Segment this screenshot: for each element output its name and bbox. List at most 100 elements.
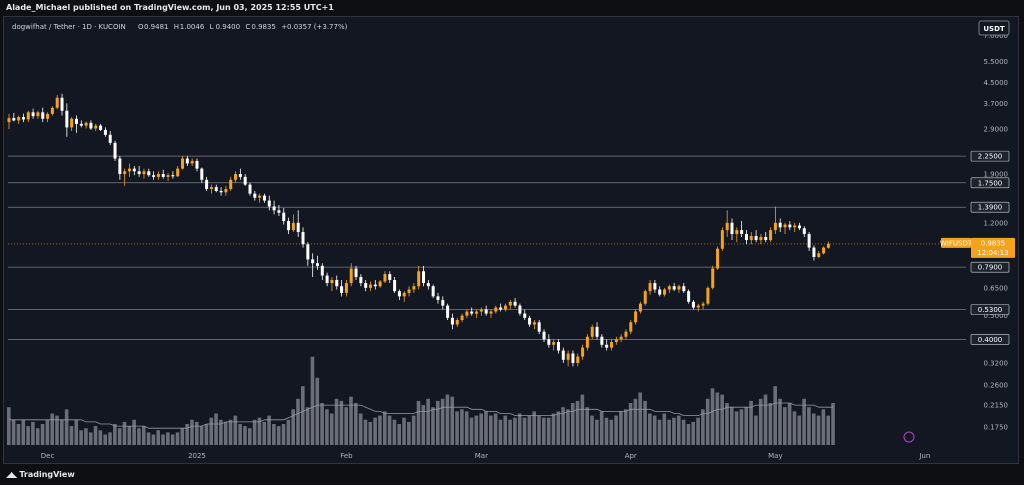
- volume-bar: [344, 407, 348, 445]
- candle-body: [315, 263, 319, 266]
- y-tick-label: 0.2150: [984, 402, 1009, 410]
- candle-body: [590, 326, 594, 337]
- currency-button[interactable]: USDT: [978, 20, 1010, 36]
- volume-bar: [570, 403, 575, 445]
- candle-body: [508, 301, 512, 306]
- candle-body: [422, 271, 426, 284]
- candle-body: [528, 317, 532, 325]
- candle-body: [248, 184, 252, 194]
- volume-bar: [16, 424, 21, 445]
- volume-bar: [816, 415, 821, 445]
- volume-bar: [387, 415, 392, 445]
- volume-bar: [363, 419, 368, 445]
- candle-body: [634, 311, 638, 323]
- candle-body: [431, 286, 435, 297]
- volume-bar: [513, 417, 517, 445]
- candle-body: [383, 274, 387, 282]
- volume-bar: [831, 403, 835, 445]
- volume-bar: [638, 392, 643, 445]
- volume-bar: [667, 419, 671, 445]
- time-axis[interactable]: Dec 2025 Feb Mar Apr May Jun: [41, 452, 930, 460]
- flash-icon: [903, 431, 915, 443]
- volume-bar: [556, 411, 561, 445]
- price-axis[interactable]: 7.0000 5.5000 4.5000 3.7000 2.9000 1.9000 1.20…: [940, 32, 1015, 432]
- candle-body: [470, 311, 474, 314]
- volume-bar: [223, 421, 228, 445]
- volume-bar: [7, 407, 11, 445]
- volume-bar: [243, 426, 247, 445]
- candle-body: [70, 118, 74, 128]
- candle-body: [716, 248, 720, 269]
- y-tick-label: 2.9000: [984, 126, 1009, 134]
- volume-bar: [358, 413, 363, 445]
- tradingview-logo[interactable]: ◢◣ TradingView: [6, 470, 75, 479]
- candle-body: [518, 305, 522, 314]
- candle-body: [744, 233, 748, 241]
- candle-body: [99, 125, 103, 130]
- candle-body: [802, 228, 806, 234]
- current-price-label: 0.9835: [981, 240, 1006, 248]
- candle-body: [614, 339, 618, 343]
- y-tick-label: 7.0000: [984, 32, 1009, 40]
- legend-close-label: C: [245, 23, 250, 31]
- candle-body: [181, 158, 185, 169]
- candle-body: [128, 168, 131, 172]
- volume-bar: [334, 398, 339, 445]
- candle-body: [7, 118, 11, 123]
- y-tick-label: 4.5000: [984, 79, 1009, 87]
- chart-frame: 7.0000 5.5000 4.5000 3.7000 2.9000 1.9000 1.20…: [3, 16, 1019, 464]
- candle-body: [441, 299, 445, 306]
- candle-body: [147, 171, 151, 176]
- volume-bar: [21, 419, 26, 445]
- candle-body: [667, 286, 671, 290]
- volume-bar: [590, 415, 594, 445]
- volume-bar: [392, 419, 397, 445]
- volume-bar: [402, 417, 406, 445]
- volume-bar: [378, 415, 382, 445]
- volume-bar: [170, 434, 175, 445]
- volume-bar: [281, 424, 286, 445]
- level-price-label: 0.5300: [978, 306, 1003, 314]
- candle-body: [335, 279, 339, 287]
- y-tick-label: 0.6500: [984, 284, 1009, 292]
- candle-body: [788, 224, 792, 228]
- candle-body: [21, 117, 25, 120]
- volume-bar: [50, 413, 54, 445]
- candle-body: [176, 168, 180, 177]
- volume-bar: [354, 403, 358, 445]
- candle-body: [691, 301, 695, 308]
- candle-body: [397, 291, 401, 297]
- candle-body: [682, 286, 686, 292]
- x-tick-label: Dec: [41, 452, 55, 460]
- volume-bar: [479, 413, 483, 445]
- volume-bar: [681, 419, 686, 445]
- candle-body: [532, 322, 536, 325]
- volume-bar: [720, 394, 724, 445]
- candle-body: [436, 296, 440, 300]
- y-tick-label: 0.3200: [984, 360, 1009, 368]
- volume-bar: [783, 407, 787, 445]
- volume-bar: [421, 405, 426, 445]
- volume-bar: [739, 409, 744, 445]
- candle-body: [325, 275, 329, 284]
- volume-bar: [705, 398, 710, 445]
- volume-bar: [503, 415, 508, 445]
- volume-bar: [108, 432, 112, 445]
- candle-body: [74, 118, 78, 124]
- candle-body: [455, 320, 459, 325]
- volume-bar: [79, 430, 83, 445]
- candlestick-chart[interactable]: 7.0000 5.5000 4.5000 3.7000 2.9000 1.9000 1.20…: [4, 17, 1018, 463]
- volume-bar: [151, 434, 156, 445]
- volume-bar: [315, 377, 320, 445]
- candle-body: [46, 113, 50, 119]
- candle-body: [354, 268, 358, 278]
- volume-bar: [156, 430, 161, 445]
- volume-bar: [469, 417, 474, 445]
- volume-bar: [397, 424, 402, 445]
- volume-bar: [93, 426, 98, 445]
- candle-body: [663, 289, 667, 295]
- volume-bar: [580, 394, 585, 445]
- candle-body: [407, 289, 411, 293]
- volume-bar: [286, 419, 291, 445]
